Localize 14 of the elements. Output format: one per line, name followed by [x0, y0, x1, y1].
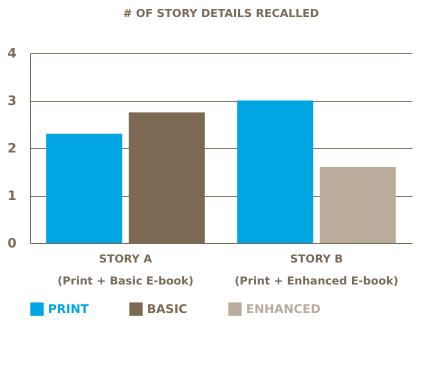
- legend-label: ENHANCED: [246, 302, 321, 316]
- y-tick-label: 2: [7, 142, 16, 156]
- legend-label: BASIC: [147, 302, 188, 316]
- bar: [237, 100, 314, 243]
- y-tick-label: 4: [7, 46, 16, 62]
- bar: [46, 134, 122, 243]
- x-tick-label: STORY A (Print + Basic E-book): [57, 252, 194, 288]
- y-tick-label: 1: [7, 189, 16, 204]
- y-tick-label: 3: [7, 94, 16, 109]
- chart-title: # OF STORY DETAILS RECALLED: [122, 7, 320, 20]
- x-tick-label: STORY B (Print + Enhanced E-book): [234, 252, 398, 288]
- bar: [320, 167, 396, 243]
- y-tick-label: 0: [7, 236, 16, 252]
- legend-label: PRINT: [48, 302, 90, 316]
